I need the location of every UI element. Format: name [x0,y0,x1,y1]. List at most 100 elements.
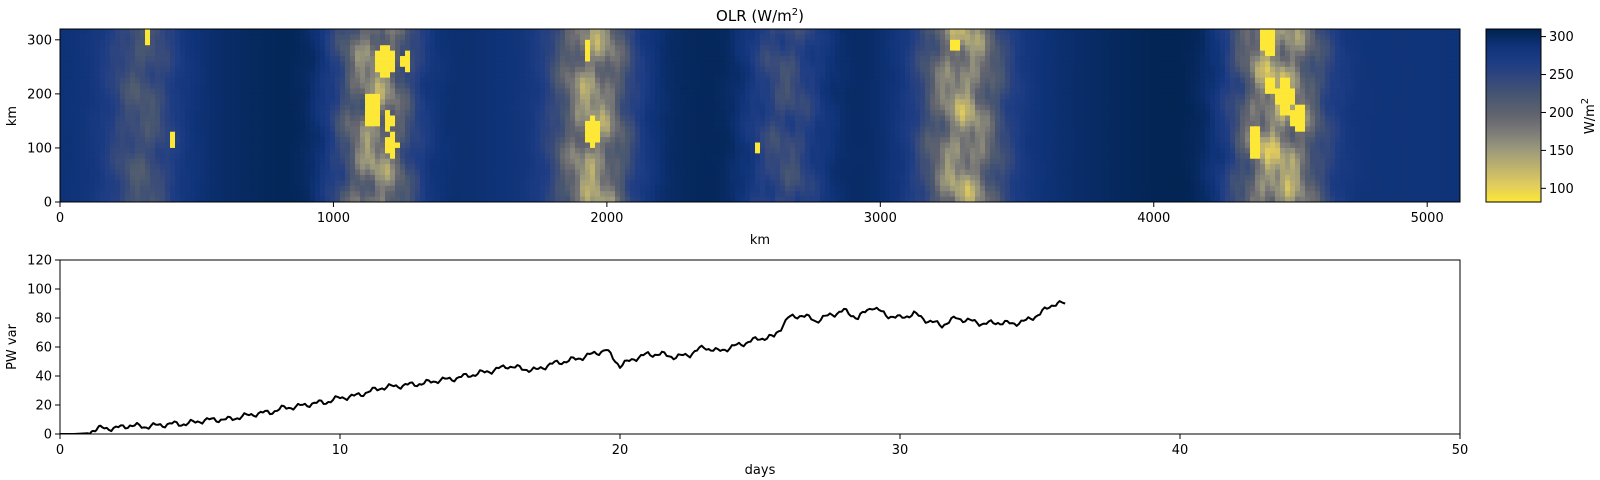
heatmap-cell [215,115,221,122]
heatmap-cell [885,39,891,46]
heatmap-cell [1210,61,1216,68]
heatmap-cell [135,29,141,36]
heatmap-cell [1220,72,1226,79]
heatmap-cell [1360,77,1366,84]
heatmap-cell [1455,88,1460,95]
heatmap-cell [1425,104,1431,111]
heatmap-cell [420,50,426,57]
heatmap-cell [1205,39,1211,46]
heatmap-cell [785,56,791,63]
heatmap-cell [1405,115,1411,122]
heatmap-cell [1240,34,1246,41]
heatmap-cell [160,83,166,90]
heatmap-cell [380,104,386,111]
heatmap-cells [60,29,1460,202]
heatmap-cell [255,115,261,122]
heatmap-cell [660,120,666,127]
heatmap-cell [675,39,681,46]
heatmap-cell [570,99,576,106]
heatmap-cell [520,72,526,79]
heatmap-cell [445,50,451,57]
heatmap-cell [1175,99,1181,106]
heatmap-cell [685,61,691,68]
heatmap-cell [1340,45,1346,52]
heatmap-cell [1420,45,1426,52]
heatmap-cell [460,120,466,127]
heatmap-cell [320,77,326,84]
heatmap-cell [795,110,801,117]
heatmap-cell [380,110,386,117]
heatmap-cell [735,66,741,73]
heatmap-cell [325,66,331,73]
heatmap-cell [1095,72,1101,79]
heatmap-cell [1435,56,1441,63]
heatmap-cell [1315,56,1321,63]
heatmap-cell [385,56,391,63]
heatmap-cell [165,115,171,122]
heatmap-cell [245,29,251,36]
heatmap-cell [1410,99,1416,106]
heatmap-cell [1400,77,1406,84]
heatmap-cell [250,56,256,63]
heatmap-cell [415,110,421,117]
heatmap-cell [410,77,416,84]
heatmap-cell [1005,66,1011,73]
heatmap-cell [1215,110,1221,117]
heatmap-cell [1400,72,1406,79]
heatmap-cell [530,50,536,57]
heatmap-cell [1135,72,1141,79]
heatmap-cell [135,115,141,122]
heatmap-cell [180,120,186,127]
heatmap-cell [750,77,756,84]
heatmap-cell [1105,77,1111,84]
heatmap-cell [1385,29,1391,36]
heatmap-cell [645,66,651,73]
heatmap-cell [1045,88,1051,95]
heatmap-cell [545,110,551,117]
heatmap-cell [85,72,91,79]
heatmap-cell [280,83,286,90]
heatmap-cell [580,50,586,57]
heatmap-cell [1305,39,1311,46]
heatmap-cell [615,104,621,111]
heatmap-cell [830,83,836,90]
heatmap-cell [70,115,76,122]
heatmap-cell [1380,110,1386,117]
heatmap-cell [1170,50,1176,57]
heatmap-cell [585,66,591,73]
heatmap-cell [1415,34,1421,41]
heatmap-cell [160,88,166,95]
heatmap-cell [670,56,676,63]
heatmap-cell [65,39,71,46]
heatmap-cell [1085,120,1091,127]
heatmap-cell [875,61,881,68]
heatmap-cell [990,56,996,63]
heatmap-cell [835,34,841,41]
heatmap-cell [825,61,831,68]
heatmap-cell [610,45,616,52]
heatmap-cell [1240,115,1246,122]
heatmap-cell [1295,39,1301,46]
heatmap-cell [1420,39,1426,46]
heatmap-cell [880,77,886,84]
heatmap-cell [140,99,146,106]
heatmap-cell [1220,39,1226,46]
heatmap-cell [1430,88,1436,95]
heatmap-cell [195,104,201,111]
heatmap-cell [970,39,976,46]
heatmap-cell [455,56,461,63]
heatmap-cell [70,66,76,73]
heatmap-cell [760,61,766,68]
heatmap-cell [580,34,586,41]
heatmap-cell [525,120,531,127]
heatmap-cell [370,34,376,41]
heatmap-cell [630,50,636,57]
heatmap-cell [980,77,986,84]
heatmap-cell [130,77,136,84]
heatmap-cell [830,29,836,36]
heatmap-cell [1135,66,1141,73]
heatmap-cell [860,88,866,95]
heatmap-cell [395,83,401,90]
heatmap-cell [410,45,416,52]
heatmap-cell [520,99,526,106]
